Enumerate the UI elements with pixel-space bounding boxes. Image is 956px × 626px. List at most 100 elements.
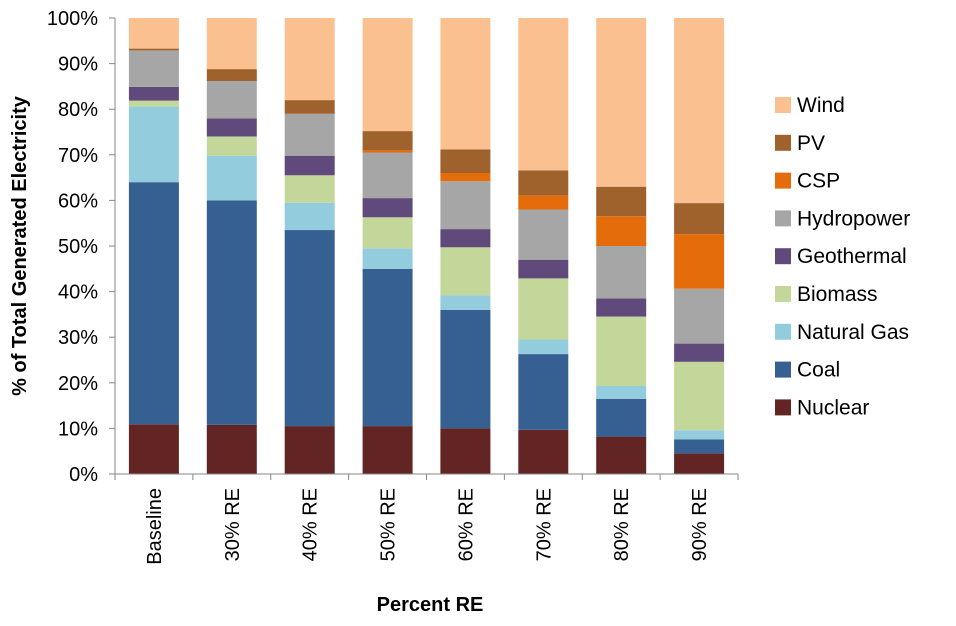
x-tick-label: 60% RE bbox=[455, 488, 477, 561]
bar-segment-biomass-4 bbox=[440, 247, 491, 296]
bar-segment-biomass-3 bbox=[362, 217, 413, 249]
legend-label: Coal bbox=[797, 359, 840, 382]
bar-segment-nuclear-3 bbox=[362, 426, 413, 474]
bar-segment-natural-gas-5 bbox=[518, 339, 569, 355]
bar-segment-hydropower-3 bbox=[362, 152, 413, 199]
bar-segment-pv-0 bbox=[128, 48, 179, 51]
legend-label: Wind bbox=[797, 94, 845, 117]
legend-swatch-csp bbox=[775, 172, 791, 189]
bar-segment-geothermal-4 bbox=[440, 229, 491, 248]
x-tick-label: 50% RE bbox=[378, 488, 400, 561]
bar-segment-geothermal-5 bbox=[518, 259, 569, 279]
bar-segment-wind-6 bbox=[596, 18, 647, 187]
legend-swatch-hydropower bbox=[775, 210, 791, 227]
bar-segment-wind-3 bbox=[362, 18, 413, 132]
bar-segment-natural-gas-4 bbox=[440, 295, 491, 310]
y-axis-title: % of Total Generated Electricity bbox=[9, 95, 31, 396]
bar-segment-hydropower-2 bbox=[284, 113, 335, 156]
bar-segment-pv-7 bbox=[674, 203, 725, 235]
bar-segment-hydropower-5 bbox=[518, 209, 569, 260]
bar-segment-hydropower-6 bbox=[596, 246, 647, 299]
legend-label: Biomass bbox=[797, 283, 878, 306]
y-ticks: 0% 10% 20% 30% 40% 50% 60% 70% 80% 90% 100% bbox=[47, 8, 115, 486]
bar-segment-pv-2 bbox=[284, 100, 335, 114]
bar-segment-wind-1 bbox=[206, 18, 257, 70]
bar-segment-wind-7 bbox=[674, 18, 725, 204]
bar-segment-nuclear-0 bbox=[128, 424, 179, 474]
legend-label: PV bbox=[797, 132, 825, 155]
bar-segment-natural-gas-0 bbox=[128, 106, 179, 183]
bar-segment-coal-7 bbox=[674, 439, 725, 454]
bar-segment-nuclear-7 bbox=[674, 453, 725, 474]
x-axis-title: Percent RE bbox=[377, 594, 484, 616]
bar-segment-coal-3 bbox=[362, 268, 413, 427]
bar-segment-coal-4 bbox=[440, 309, 491, 429]
bar-segment-hydropower-1 bbox=[206, 80, 257, 119]
y-tick-label: 70% bbox=[58, 145, 98, 167]
bar-segment-hydropower-4 bbox=[440, 181, 491, 230]
bar-segment-natural-gas-6 bbox=[596, 386, 647, 399]
x-tick-label: 30% RE bbox=[222, 488, 244, 561]
bar-segment-nuclear-6 bbox=[596, 436, 647, 474]
bar-segment-biomass-5 bbox=[518, 278, 569, 340]
bar-segment-natural-gas-1 bbox=[206, 155, 257, 201]
bar-segment-wind-2 bbox=[284, 18, 335, 101]
bar-segment-csp-6 bbox=[596, 216, 647, 246]
bar-segment-wind-5 bbox=[518, 18, 569, 171]
bar-segment-geothermal-2 bbox=[284, 155, 335, 176]
bars-layer bbox=[128, 18, 725, 474]
bar-segment-nuclear-5 bbox=[518, 429, 569, 474]
legend-swatch-geothermal bbox=[775, 248, 791, 265]
bar-segment-hydropower-0 bbox=[128, 50, 179, 87]
bar-segment-csp-3 bbox=[362, 150, 413, 153]
y-tick-label: 10% bbox=[58, 418, 98, 440]
bar-segment-hydropower-7 bbox=[674, 288, 725, 344]
bar-segment-natural-gas-2 bbox=[284, 202, 335, 231]
bar-segment-pv-6 bbox=[596, 186, 647, 217]
x-ticks: Baseline 30% RE 40% RE 50% RE 60% RE 70% RE 80… bbox=[114, 474, 739, 565]
bar-segment-coal-6 bbox=[596, 398, 647, 437]
bar-segment-geothermal-6 bbox=[596, 298, 647, 317]
bar-segment-pv-1 bbox=[206, 69, 257, 81]
bar-segment-biomass-7 bbox=[674, 361, 725, 431]
bar-segment-coal-2 bbox=[284, 230, 335, 427]
legend-label: Natural Gas bbox=[797, 321, 909, 344]
x-tick-label: 80% RE bbox=[611, 488, 633, 561]
bar-segment-pv-4 bbox=[440, 149, 491, 173]
bar-segment-geothermal-1 bbox=[206, 118, 257, 137]
bar-segment-pv-5 bbox=[518, 170, 569, 196]
x-tick-label: Baseline bbox=[144, 488, 166, 565]
y-tick-label: 90% bbox=[58, 54, 98, 76]
y-tick-label: 30% bbox=[58, 327, 98, 349]
bar-segment-geothermal-0 bbox=[128, 86, 179, 101]
bar-segment-geothermal-3 bbox=[362, 198, 413, 218]
legend-swatch-pv bbox=[775, 134, 791, 151]
bar-segment-wind-0 bbox=[128, 18, 179, 49]
x-tick-label: 40% RE bbox=[300, 488, 322, 561]
bar-segment-csp-5 bbox=[518, 195, 569, 210]
bar-segment-coal-1 bbox=[206, 200, 257, 425]
x-tick-label: 90% RE bbox=[689, 488, 711, 561]
legend-label: CSP bbox=[797, 170, 840, 193]
bar-segment-biomass-6 bbox=[596, 316, 647, 386]
y-tick-label: 0% bbox=[69, 464, 98, 486]
bar-segment-biomass-1 bbox=[206, 136, 257, 156]
legend-swatch-wind bbox=[775, 97, 791, 113]
y-tick-label: 50% bbox=[58, 236, 98, 258]
legend-label: Nuclear bbox=[797, 396, 869, 419]
legend-label: Geothermal bbox=[797, 245, 907, 268]
bar-segment-natural-gas-3 bbox=[362, 248, 413, 269]
bar-segment-nuclear-2 bbox=[284, 426, 335, 474]
y-tick-label: 60% bbox=[58, 190, 98, 212]
bar-segment-nuclear-1 bbox=[206, 424, 257, 474]
bar-segment-coal-0 bbox=[128, 182, 179, 425]
legend-swatch-biomass bbox=[775, 286, 791, 302]
bar-segment-wind-4 bbox=[440, 18, 491, 150]
legend-swatch-natural-gas bbox=[775, 323, 791, 340]
legend: Wind PV CSP Hydropower Geothermal Biomass Natu… bbox=[775, 94, 910, 419]
bar-segment-csp-7 bbox=[674, 234, 725, 289]
legend-swatch-coal bbox=[775, 361, 791, 378]
bar-segment-csp-4 bbox=[440, 173, 491, 182]
y-tick-label: 40% bbox=[58, 282, 98, 304]
